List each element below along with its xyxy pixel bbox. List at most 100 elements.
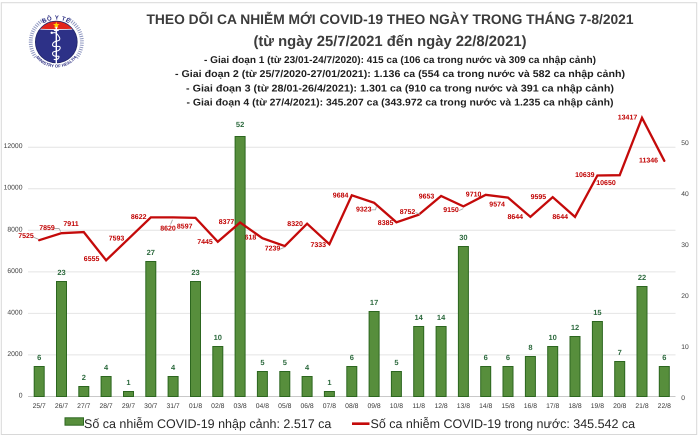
svg-text:23: 23 (57, 268, 65, 277)
svg-text:9653: 9653 (419, 193, 435, 200)
svg-text:29/7: 29/7 (122, 403, 135, 410)
svg-text:50: 50 (681, 140, 689, 147)
svg-text:BỘ Y TẾ: BỘ Y TẾ (41, 14, 72, 25)
svg-text:7911: 7911 (63, 221, 78, 228)
svg-text:Số ca nhiễm COVID-19 trong nướ: Số ca nhiễm COVID-19 trong nước: 345.542… (371, 417, 636, 431)
svg-text:7525: 7525 (18, 233, 34, 240)
svg-text:26/7: 26/7 (55, 403, 68, 410)
svg-text:9595: 9595 (531, 194, 547, 201)
svg-text:27: 27 (147, 248, 155, 257)
svg-text:17: 17 (370, 298, 378, 307)
svg-text:12: 12 (571, 323, 579, 332)
svg-text:7618: 7618 (241, 235, 257, 242)
svg-text:20/8: 20/8 (613, 403, 626, 410)
svg-text:27/7: 27/7 (77, 403, 90, 410)
svg-text:6555: 6555 (84, 256, 100, 263)
svg-text:(từ ngày 25/7/2021 đến ngày 22: (từ ngày 25/7/2021 đến ngày 22/8/2021) (253, 34, 526, 50)
svg-text:2000: 2000 (7, 351, 22, 358)
svg-text:21/8: 21/8 (635, 403, 648, 410)
svg-text:9323: 9323 (356, 206, 372, 213)
svg-text:6: 6 (506, 353, 510, 362)
svg-text:22: 22 (638, 273, 646, 282)
svg-text:8644: 8644 (552, 214, 568, 221)
svg-text:10000: 10000 (4, 185, 23, 192)
svg-text:7445: 7445 (197, 239, 213, 246)
svg-text:7333: 7333 (311, 242, 327, 249)
svg-text:18/8: 18/8 (568, 403, 581, 410)
svg-text:8620: 8620 (160, 226, 176, 233)
svg-text:12/8: 12/8 (434, 403, 447, 410)
svg-text:31/7: 31/7 (166, 403, 179, 410)
svg-text:14: 14 (437, 313, 446, 322)
svg-text:8622: 8622 (131, 214, 147, 221)
svg-text:8644: 8644 (508, 214, 524, 221)
svg-text:2: 2 (82, 373, 86, 382)
svg-text:04/8: 04/8 (256, 403, 269, 410)
svg-text:5: 5 (283, 358, 287, 367)
svg-text:5: 5 (260, 358, 264, 367)
svg-text:19/8: 19/8 (591, 403, 604, 410)
svg-text:4: 4 (171, 363, 176, 372)
svg-text:10: 10 (214, 333, 222, 342)
svg-text:7: 7 (618, 348, 622, 357)
svg-text:40: 40 (681, 191, 689, 198)
svg-text:10650: 10650 (596, 180, 616, 187)
svg-text:07/8: 07/8 (323, 403, 336, 410)
svg-text:- Giai đoạn 1 (từ 23/01-24/7/2: - Giai đoạn 1 (từ 23/01-24/7/2020): 415 … (204, 55, 596, 66)
svg-text:30/7: 30/7 (144, 403, 157, 410)
svg-text:06/8: 06/8 (300, 403, 313, 410)
svg-text:6000: 6000 (7, 268, 22, 275)
svg-text:9710: 9710 (466, 192, 482, 199)
svg-text:01/8: 01/8 (189, 403, 202, 410)
svg-text:0: 0 (19, 393, 23, 400)
svg-text:7859: 7859 (39, 225, 55, 232)
svg-text:10639: 10639 (575, 172, 595, 179)
svg-text:6: 6 (484, 353, 488, 362)
svg-text:15: 15 (593, 308, 601, 317)
svg-text:08/8: 08/8 (345, 403, 358, 410)
svg-text:13417: 13417 (618, 114, 638, 121)
svg-text:25/7: 25/7 (33, 403, 46, 410)
svg-text:- Giai đoạn 3 (từ 28/01-26/4/2: - Giai đoạn 3 (từ 28/01-26/4/2021): 1.30… (186, 83, 614, 94)
svg-text:14: 14 (415, 313, 424, 322)
svg-text:6: 6 (350, 353, 354, 362)
svg-text:9150: 9150 (443, 207, 459, 214)
svg-text:14/8: 14/8 (479, 403, 492, 410)
svg-text:12000: 12000 (4, 143, 23, 150)
svg-text:4000: 4000 (7, 309, 22, 316)
svg-text:9684: 9684 (333, 192, 349, 199)
svg-text:7239: 7239 (265, 246, 281, 253)
svg-text:- Giai đoạn 4 (từ 27/4/2021):: - Giai đoạn 4 (từ 27/4/2021): 345.207 ca… (187, 98, 614, 109)
svg-text:11346: 11346 (639, 158, 658, 165)
svg-text:8597: 8597 (177, 224, 193, 231)
svg-text:30: 30 (681, 242, 689, 249)
svg-text:17/8: 17/8 (546, 403, 559, 410)
svg-text:4: 4 (104, 363, 109, 372)
svg-text:8377: 8377 (219, 219, 235, 226)
svg-text:11/8: 11/8 (412, 403, 425, 410)
svg-text:30: 30 (459, 233, 467, 242)
svg-text:16/8: 16/8 (524, 403, 537, 410)
svg-text:Số ca nhiễm COVID-19 nhập cảnh: Số ca nhiễm COVID-19 nhập cảnh: 2.517 ca (84, 417, 331, 431)
svg-text:8320: 8320 (287, 221, 303, 228)
svg-text:8752: 8752 (400, 209, 416, 216)
svg-text:5: 5 (394, 358, 398, 367)
svg-text:20: 20 (681, 293, 689, 300)
svg-text:10: 10 (549, 333, 557, 342)
svg-text:05/8: 05/8 (278, 403, 291, 410)
svg-text:1: 1 (126, 378, 130, 387)
svg-text:1: 1 (327, 378, 331, 387)
svg-text:0: 0 (681, 395, 685, 402)
svg-text:8000: 8000 (7, 226, 22, 233)
svg-text:6: 6 (662, 353, 666, 362)
svg-text:7593: 7593 (109, 236, 125, 243)
svg-text:22/8: 22/8 (658, 403, 671, 410)
svg-text:4: 4 (305, 363, 310, 372)
svg-text:- Giai đoạn 2 (từ 25/7/2020-27: - Giai đoạn 2 (từ 25/7/2020-27/01/2021):… (175, 69, 625, 80)
svg-text:09/8: 09/8 (367, 403, 380, 410)
svg-text:9574: 9574 (489, 201, 505, 208)
svg-text:13/8: 13/8 (457, 403, 470, 410)
svg-text:15/8: 15/8 (501, 403, 514, 410)
svg-text:23: 23 (191, 268, 199, 277)
svg-text:03/8: 03/8 (233, 403, 246, 410)
